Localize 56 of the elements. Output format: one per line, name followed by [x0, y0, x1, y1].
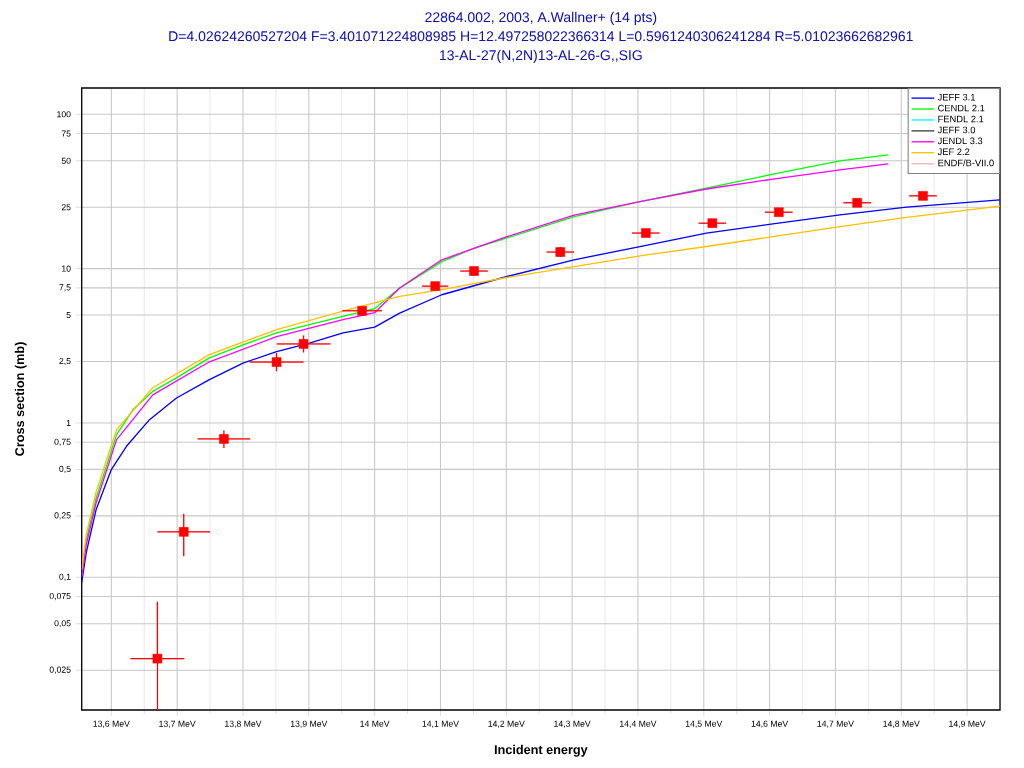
x-axis-title: Incident energy: [494, 744, 588, 757]
x-tick-label: 14,8 MeV: [883, 720, 920, 728]
text: 13-AL-27(N,2N)13-AL-26-G,,SIG: [440, 49, 642, 63]
y-tick-label: 0,1: [59, 573, 71, 581]
point: [271, 357, 282, 367]
y-tick-label: 0,25: [54, 512, 71, 520]
legend-label: JEFF 3.1: [937, 93, 975, 101]
x-tick-label: 14,7 MeV: [817, 720, 854, 728]
point: [298, 339, 309, 349]
legend-label: ENDF/B-VII.0: [938, 159, 994, 167]
point: [430, 281, 440, 291]
x-tick-label: 14 MeV: [360, 720, 390, 727]
y-tick-label: 2,5: [59, 357, 71, 366]
y-tick-label: 0,075: [49, 592, 71, 601]
point: [852, 198, 862, 208]
point: [918, 191, 928, 201]
point: [469, 266, 479, 276]
y-tick-label: 5: [66, 312, 71, 319]
point: [219, 434, 229, 444]
point: [178, 527, 189, 537]
point: [357, 306, 367, 316]
y-tick-label: 0,75: [54, 438, 71, 446]
x-tick-label: 14,9 MeV: [949, 720, 986, 728]
x-tick-label: 14,6 MeV: [751, 720, 789, 728]
y-tick-label: 0,05: [54, 620, 71, 628]
chart-title: 22864.002, 2003, A.Wallner+ (14 pts): [425, 11, 657, 25]
x-tick-label: 14,1 MeV: [422, 720, 459, 728]
x-tick-label: 13,9 MeV: [290, 720, 328, 728]
legend-label: CENDL 2.1: [938, 104, 985, 112]
legend-label: FENDL 2.1: [938, 115, 984, 123]
x-tick-label: 14,5 MeV: [685, 720, 723, 728]
x-tick-label: 13,8 MeV: [225, 720, 262, 728]
point: [152, 653, 163, 664]
chart-subtitle: D=4.02624260527204 F=3.401071224808985 H=12.497258022366314 L=0.5961240306241284 R=5.01023662682961: [169, 31, 913, 42]
x-tick-label: 14,2 MeV: [488, 720, 525, 728]
y-tick-label: 0,025: [49, 666, 71, 674]
y-tick-label: 0,5: [59, 465, 71, 473]
point: [641, 228, 651, 238]
legend-label: JEFF 3.0: [937, 126, 976, 134]
y-tick-label: 25: [61, 204, 71, 211]
legend-label: JENDL 3.3: [937, 137, 983, 145]
y-tick-label: 1: [66, 419, 71, 426]
y-tick-label: 50: [61, 157, 71, 164]
x-tick-label: 13,7 MeV: [159, 720, 196, 728]
point: [707, 218, 718, 228]
legend-label: JEF 2.2: [937, 148, 970, 156]
x-tick-label: 14,4 MeV: [620, 720, 657, 728]
y-tick-label: 7,5: [59, 284, 71, 292]
point: [774, 207, 784, 217]
x-tick-label: 14,3 MeV: [554, 720, 591, 728]
y-tick-label: 75: [61, 130, 71, 137]
y-tick-label: 10: [62, 265, 71, 272]
x-tick-label: 13,6 MeV: [93, 720, 130, 728]
y-axis-title: Cross section (mb): [14, 342, 27, 456]
point: [555, 247, 566, 257]
y-tick-label: 100: [57, 111, 71, 118]
